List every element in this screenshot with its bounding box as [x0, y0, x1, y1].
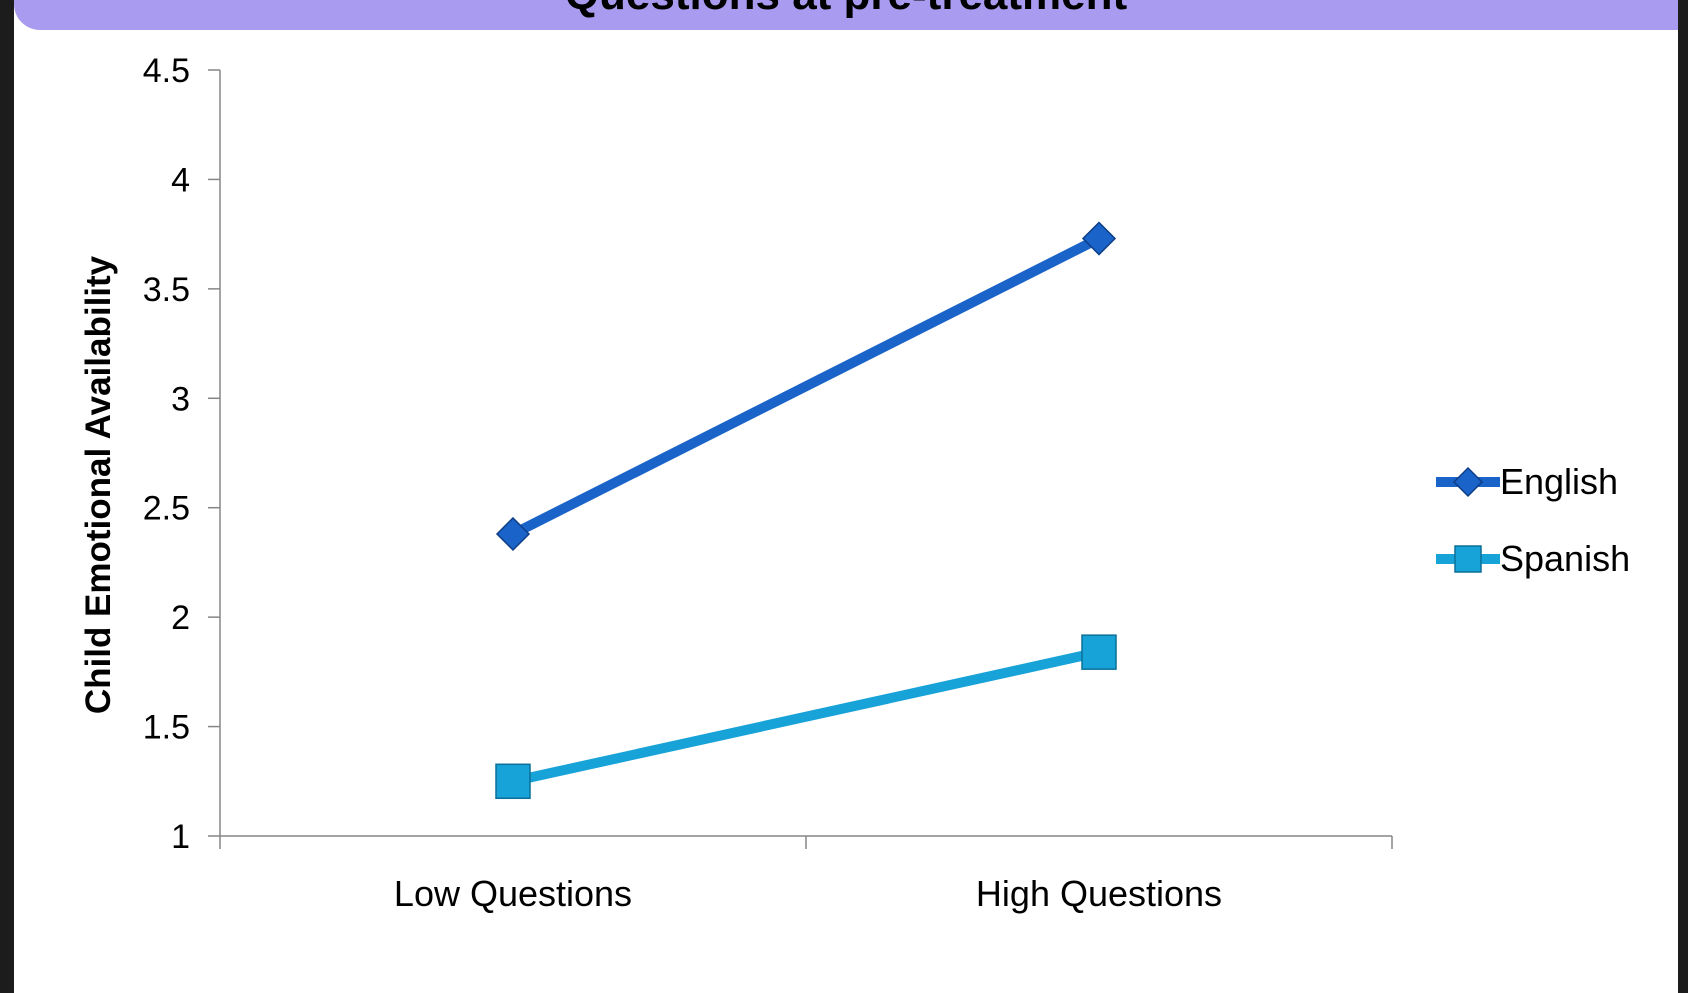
chart-title: Questions at pre-treatment — [14, 0, 1678, 20]
y-tick-label: 3.5 — [143, 271, 190, 309]
y-tick-label: 1 — [171, 818, 190, 856]
y-tick-label: 4.5 — [143, 52, 190, 90]
y-axis-title: Child Emotional Availability — [79, 255, 118, 714]
legend-label-spanish: Spanish — [1500, 538, 1630, 579]
y-tick-label: 3 — [171, 380, 190, 418]
y-tick-label: 2 — [171, 599, 190, 637]
y-tick-label: 4 — [171, 161, 190, 199]
y-tick-label: 1.5 — [143, 709, 190, 747]
x-tick-label: High Questions — [976, 873, 1222, 914]
legend-marker-english — [1452, 466, 1484, 498]
x-tick-label: Low Questions — [394, 873, 632, 914]
series-line-spanish — [511, 647, 1101, 787]
slide-frame-right — [1678, 0, 1688, 993]
data-point-spanish — [1081, 634, 1117, 670]
data-point-spanish — [495, 763, 531, 800]
legend-marker-spanish — [1454, 545, 1482, 573]
legend-label-english: English — [1500, 461, 1618, 502]
title-banner: Questions at pre-treatment — [14, 0, 1678, 30]
data-point-english — [1081, 221, 1117, 256]
y-tick-label: 2.5 — [143, 490, 190, 528]
slide-frame-left — [0, 0, 14, 993]
series-line-english — [510, 234, 1102, 539]
data-point-english — [495, 516, 531, 552]
